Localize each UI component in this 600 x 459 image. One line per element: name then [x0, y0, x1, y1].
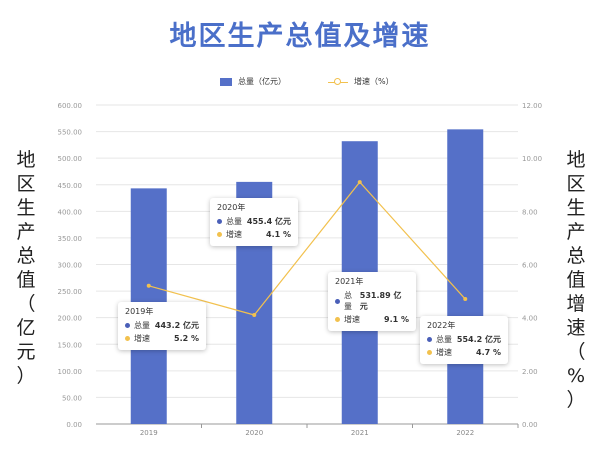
- dot-icon: [335, 298, 340, 304]
- tooltip-2019: 2019年 总量 443.2 亿元 增速 5.2 %: [118, 302, 206, 350]
- dot-icon: [335, 317, 340, 322]
- tooltip-rate-value: 9.1 %: [384, 315, 409, 324]
- y-tick-label-right: 6.00: [522, 262, 538, 270]
- y-tick-label-right: 0.00: [522, 421, 538, 429]
- dot-icon: [217, 232, 222, 237]
- y-tick-label-left: 350.00: [58, 235, 83, 243]
- y-tick-label-left: 250.00: [58, 288, 83, 296]
- legend-label-rate: 增速（%）: [354, 77, 394, 86]
- tooltip-year: 2019年: [125, 307, 154, 316]
- dot-icon: [427, 337, 432, 342]
- dot-icon: [427, 350, 432, 355]
- x-tick-label: 2019: [140, 429, 158, 437]
- rate-point-2021: [357, 180, 362, 185]
- dot-icon: [125, 323, 130, 328]
- bar-2022: [447, 129, 484, 424]
- y-tick-label-right: 12.00: [522, 102, 542, 110]
- y-tick-label-left: 0.00: [66, 421, 82, 429]
- y-tick-label-left: 200.00: [58, 315, 83, 323]
- dot-icon: [125, 336, 130, 341]
- legend-item-total[interactable]: 总量（亿元）: [220, 76, 286, 87]
- tooltip-total-label: 总量: [343, 291, 352, 311]
- tooltip-year: 2022年: [427, 321, 456, 330]
- y-tick-label-left: 600.00: [58, 102, 83, 110]
- tooltip-year: 2021年: [335, 277, 364, 286]
- y-tick-label-left: 150.00: [58, 341, 83, 349]
- y-axis-label-right: 地区生产总值增速（%）: [566, 149, 586, 411]
- y-tick-label-right: 4.00: [522, 315, 538, 323]
- x-tick-label: 2020: [245, 429, 263, 437]
- y-tick-label-left: 300.00: [58, 262, 83, 270]
- tooltip-total-value: 443.2 亿元: [154, 321, 199, 330]
- tooltip-rate-label: 增速: [134, 334, 150, 343]
- tooltip-year: 2020年: [217, 203, 246, 212]
- y-tick-label-left: 450.00: [58, 182, 83, 190]
- tooltip-total-label: 总量: [226, 217, 242, 226]
- y-tick-label-left: 100.00: [58, 368, 83, 376]
- tooltip-total-label: 总量: [436, 335, 452, 344]
- tooltip-rate-value: 4.1 %: [266, 230, 291, 239]
- tooltip-rate-value: 5.2 %: [174, 334, 199, 343]
- y-tick-label-right: 10.00: [522, 155, 542, 163]
- y-axis-label-left: 地区生产总值（亿元）: [16, 149, 36, 387]
- y-tick-label-left: 50.00: [62, 394, 82, 402]
- tooltip-rate-value: 4.7 %: [476, 348, 501, 357]
- rate-point-2020: [252, 313, 257, 318]
- tooltip-2020: 2020年 总量 455.4 亿元 增速 4.1 %: [210, 198, 298, 246]
- legend-line-swatch: [328, 77, 348, 86]
- x-tick-label: 2021: [351, 429, 369, 437]
- tooltip-2022: 2022年 总量 554.2 亿元 增速 4.7 %: [420, 316, 508, 364]
- rate-point-2019: [146, 283, 151, 288]
- y-tick-label-right: 8.00: [522, 208, 538, 216]
- y-tick-label-left: 400.00: [58, 208, 83, 216]
- tooltip-2021: 2021年 总量 531.89 亿元 增速 9.1 %: [328, 272, 416, 331]
- y-tick-label-left: 550.00: [58, 129, 83, 137]
- tooltip-rate-label: 增速: [226, 230, 242, 239]
- growth-rate-line: [148, 181, 466, 316]
- legend-bar-swatch: [220, 77, 232, 86]
- y-tick-label-right: 2.00: [522, 368, 538, 376]
- y-tick-label-left: 500.00: [58, 155, 83, 163]
- tooltip-total-label: 总量: [134, 321, 150, 330]
- chart-title: 地区生产总值及增速: [169, 21, 431, 52]
- dot-icon: [217, 219, 222, 224]
- tooltip-total-value: 531.89 亿元: [359, 291, 402, 311]
- legend-item-rate[interactable]: 增速（%）: [328, 76, 394, 87]
- tooltip-total-value: 455.4 亿元: [246, 217, 291, 226]
- tooltip-rate-label: 增速: [344, 315, 360, 324]
- x-tick-label: 2022: [456, 429, 474, 437]
- rate-point-2022: [463, 297, 468, 302]
- tooltip-rate-label: 增速: [436, 348, 452, 357]
- legend-label-total: 总量（亿元）: [238, 77, 286, 86]
- tooltip-total-value: 554.2 亿元: [456, 335, 501, 344]
